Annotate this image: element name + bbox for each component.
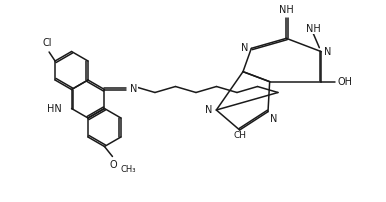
Text: CH: CH bbox=[233, 131, 246, 140]
Text: NH: NH bbox=[306, 24, 321, 34]
Text: NH: NH bbox=[279, 5, 294, 15]
Text: OH: OH bbox=[337, 77, 352, 87]
Text: HN: HN bbox=[47, 103, 61, 114]
Text: N: N bbox=[270, 114, 278, 124]
Text: O: O bbox=[110, 160, 117, 169]
Text: N: N bbox=[241, 43, 248, 53]
Text: CH₃: CH₃ bbox=[120, 164, 136, 174]
Text: N: N bbox=[205, 105, 212, 115]
Text: N: N bbox=[130, 84, 138, 95]
Text: Cl: Cl bbox=[42, 38, 52, 48]
Text: N: N bbox=[324, 47, 332, 57]
